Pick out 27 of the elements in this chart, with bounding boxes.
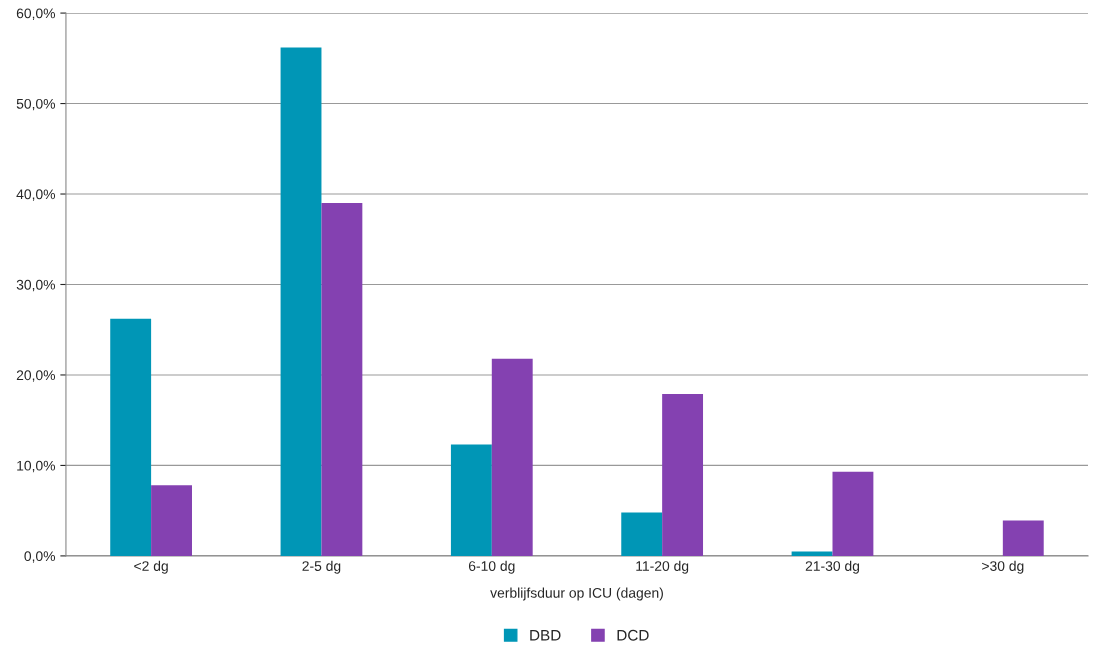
legend-label: DBD	[530, 630, 561, 641]
y-tick-label: 10,0%	[17, 460, 56, 473]
bar	[491, 358, 533, 556]
x-axis-title: verblijfsduur op ICU (dagen)	[490, 587, 663, 601]
y-tick-label: 30,0%	[16, 279, 56, 292]
bar	[280, 47, 322, 556]
y-tick-label: 50,0%	[16, 98, 56, 111]
bar	[791, 551, 833, 556]
x-tick-label: >30 dg	[982, 560, 1024, 574]
x-tick-label: 21-30 dg	[805, 560, 860, 574]
x-tick-label: 11-20 dg	[636, 560, 689, 574]
bar	[151, 485, 192, 556]
y-tick-label: 60,0%	[16, 8, 56, 20]
bar	[832, 471, 874, 556]
y-tick-label: 20,0%	[16, 370, 56, 382]
x-tick-label: 2-5 dg	[302, 560, 341, 574]
x-tick-label: <2 dg	[134, 560, 168, 574]
bar	[110, 318, 152, 556]
bar	[1002, 520, 1044, 556]
y-tick-label: 40,0%	[16, 189, 56, 201]
x-tick-label: 6-10 dg	[468, 560, 515, 574]
bar	[321, 203, 363, 556]
y-tick-label: 0,0%	[24, 551, 56, 563]
bar	[450, 444, 492, 556]
bar	[662, 393, 704, 556]
legend-label: DCD	[617, 629, 649, 641]
bar	[621, 512, 663, 556]
